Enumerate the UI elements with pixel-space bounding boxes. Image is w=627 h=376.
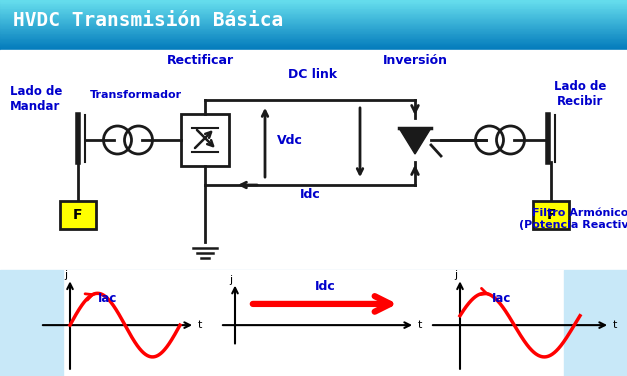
Bar — [0, 10, 627, 11]
Text: j: j — [64, 270, 67, 280]
Bar — [0, 47, 627, 49]
Text: DC link: DC link — [288, 68, 337, 82]
Bar — [0, 3, 627, 4]
Bar — [0, 11, 627, 12]
Bar — [0, 34, 627, 35]
Bar — [0, 38, 627, 39]
Bar — [0, 4, 627, 5]
Text: Iac: Iac — [98, 293, 117, 305]
Bar — [0, 43, 627, 44]
Bar — [0, 29, 627, 30]
Bar — [0, 9, 627, 10]
Bar — [0, 35, 627, 36]
Text: j: j — [229, 274, 232, 285]
Bar — [0, 32, 627, 33]
Bar — [0, 2, 627, 3]
Bar — [0, 8, 627, 9]
Bar — [0, 45, 627, 46]
Bar — [0, 23, 627, 24]
Text: Rectificar: Rectificar — [166, 53, 234, 67]
Bar — [0, 22, 627, 23]
Text: Inversión: Inversión — [382, 53, 448, 67]
Bar — [0, 49, 627, 50]
Bar — [0, 5, 627, 6]
Bar — [181, 114, 229, 166]
Bar — [0, 12, 627, 13]
Text: F: F — [546, 208, 556, 222]
Bar — [0, 1, 627, 2]
Text: Transformador: Transformador — [90, 90, 182, 100]
Polygon shape — [399, 128, 431, 154]
Bar — [0, 41, 627, 42]
Bar — [0, 15, 627, 16]
Bar — [0, 270, 63, 376]
Text: F: F — [73, 208, 83, 222]
Text: Idc: Idc — [300, 188, 320, 202]
Text: t: t — [198, 320, 203, 330]
Bar — [0, 24, 627, 25]
Bar — [0, 33, 627, 34]
Bar — [60, 201, 96, 229]
Bar — [0, 17, 627, 18]
Text: j: j — [454, 270, 457, 280]
Bar — [0, 18, 627, 19]
Bar — [0, 40, 627, 41]
Bar — [0, 26, 627, 27]
Bar — [0, 14, 627, 15]
Bar — [0, 50, 627, 270]
Text: Lado de
Mandar: Lado de Mandar — [10, 85, 62, 113]
Text: Iac: Iac — [492, 293, 512, 305]
Bar — [0, 20, 627, 21]
Text: Filtro Armónico
(Potencia Reactivo): Filtro Armónico (Potencia Reactivo) — [519, 208, 627, 230]
Bar — [564, 270, 627, 376]
Text: t: t — [418, 320, 423, 330]
Bar — [0, 21, 627, 22]
Text: Vdc: Vdc — [277, 133, 303, 147]
Bar — [63, 270, 564, 376]
Bar — [0, 36, 627, 37]
Bar — [0, 28, 627, 29]
Text: Lado de
Recibir: Lado de Recibir — [554, 80, 606, 108]
Text: t: t — [613, 320, 618, 330]
Bar — [0, 30, 627, 31]
Bar — [0, 19, 627, 20]
Bar — [0, 46, 627, 47]
Bar — [0, 42, 627, 43]
Bar — [0, 0, 627, 1]
Bar — [0, 44, 627, 45]
Bar — [0, 31, 627, 32]
Bar — [0, 270, 627, 376]
Text: HVDC Transmisión Básica: HVDC Transmisión Básica — [13, 12, 283, 30]
Text: Idc: Idc — [315, 280, 335, 293]
Bar — [0, 37, 627, 38]
Bar — [0, 25, 627, 26]
Bar — [0, 7, 627, 8]
Bar — [0, 13, 627, 14]
Bar — [533, 201, 569, 229]
Bar — [0, 39, 627, 40]
Bar — [0, 6, 627, 7]
Bar — [0, 27, 627, 28]
Bar — [0, 16, 627, 17]
